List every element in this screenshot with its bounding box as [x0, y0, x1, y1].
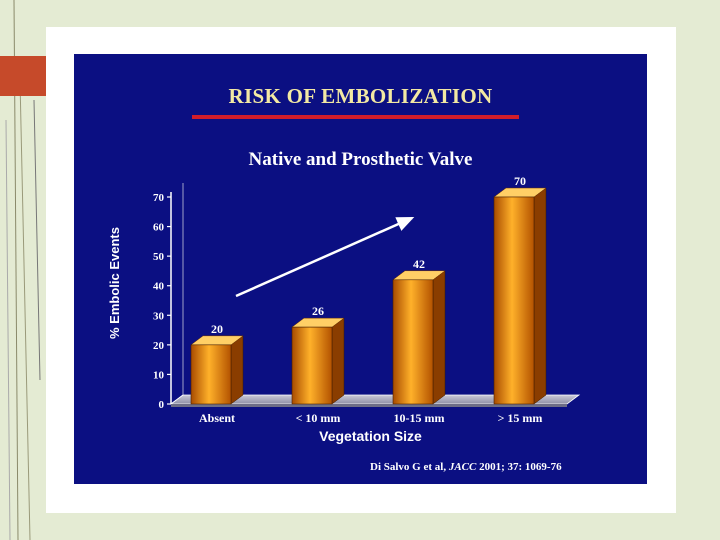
citation-prefix: Di Salvo G et al,	[370, 461, 449, 473]
y-tick-label: 20	[153, 340, 165, 352]
y-axis-label: % Embolic Events	[107, 227, 122, 339]
labels-group: 20 Absent 26 < 10 mm 42 10-15 mm 70 > 15 mm	[199, 174, 542, 425]
bar-front	[291, 326, 333, 405]
bar	[190, 335, 244, 405]
chart-title: Native and Prosthetic Valve	[248, 149, 473, 170]
data-label: 20	[211, 322, 223, 336]
y-tick-label: 0	[159, 399, 165, 411]
bar	[493, 187, 547, 405]
data-label: 26	[312, 304, 324, 318]
bar-front	[190, 344, 232, 405]
y-tick-label: 40	[153, 281, 165, 293]
bar	[392, 270, 446, 405]
bar-front	[493, 196, 535, 405]
x-tick-label: < 10 mm	[296, 411, 341, 425]
x-tick-label: Absent	[199, 411, 235, 425]
citation-suffix: 2001; 37: 1069-76	[476, 461, 562, 473]
accent-bar	[0, 56, 46, 96]
bar-side	[331, 317, 345, 405]
bar-chart: 0 10 20 30 40 50 60 70 20 Absent 26 < 10 mm 42 10-15…	[153, 174, 581, 425]
bar-side	[230, 335, 244, 405]
y-tick-label: 70	[153, 192, 165, 204]
x-tick-label: > 15 mm	[498, 411, 543, 425]
slide-title: RISK OF EMBOLIZATION	[228, 84, 493, 108]
x-tick-label: 10-15 mm	[394, 411, 445, 425]
y-tick-label: 10	[153, 369, 165, 381]
trend-arrow	[235, 216, 415, 298]
x-axis-label: Vegetation Size	[319, 428, 422, 444]
citation: Di Salvo G et al, JACC 2001; 37: 1069-76	[370, 461, 630, 473]
data-label: 70	[514, 174, 526, 188]
bar-side	[432, 270, 446, 405]
y-tick-label: 50	[153, 251, 165, 263]
y-tick-label: 60	[153, 222, 165, 234]
y-tick-label: 30	[153, 310, 165, 322]
title-underline	[192, 115, 519, 119]
chart-axes: 0 10 20 30 40 50 60 70	[153, 183, 184, 411]
data-label: 42	[413, 257, 425, 271]
bar-front	[392, 279, 434, 405]
bar	[291, 317, 345, 405]
bar-side	[533, 187, 547, 405]
bars-group	[190, 187, 547, 405]
chart-floor	[169, 394, 581, 407]
chart-floor-edge	[171, 404, 567, 407]
slide: RISK OF EMBOLIZATION Native and Prosthet…	[74, 54, 647, 484]
citation-journal: JACC	[448, 461, 477, 473]
